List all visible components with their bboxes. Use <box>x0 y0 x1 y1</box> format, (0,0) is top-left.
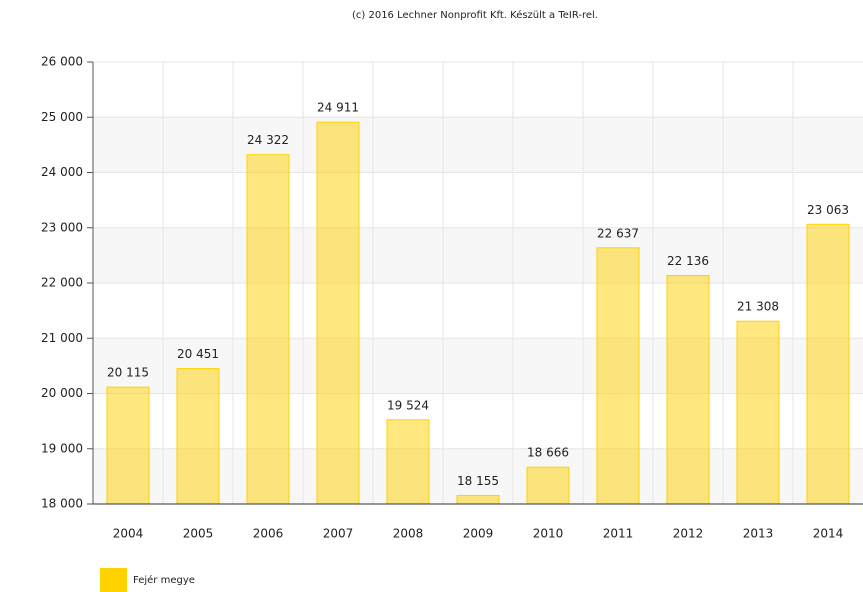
grid-band <box>93 117 863 173</box>
x-tick-label: 2012 <box>673 527 704 541</box>
data-label: 18 155 <box>457 474 499 488</box>
bar <box>806 223 850 505</box>
data-label: 19 524 <box>387 398 429 412</box>
bar <box>176 368 220 505</box>
data-label: 18 666 <box>527 446 569 460</box>
grid-band <box>93 227 863 283</box>
bar <box>246 154 290 505</box>
x-tick-label: 2005 <box>183 527 214 541</box>
grid-band <box>93 338 863 394</box>
y-tick-label: 25 000 <box>41 110 83 124</box>
x-tick-label: 2010 <box>533 527 564 541</box>
y-tick-label: 20 000 <box>41 386 83 400</box>
data-label: 21 308 <box>737 300 779 314</box>
x-tick-label: 2013 <box>743 527 774 541</box>
bar <box>596 247 640 505</box>
y-tick-label: 24 000 <box>41 165 83 179</box>
y-tick-label: 21 000 <box>41 331 83 345</box>
data-label: 20 451 <box>177 347 219 361</box>
bar <box>666 274 710 505</box>
legend-swatch <box>100 568 127 592</box>
legend-label: Fejér megye <box>133 574 195 586</box>
x-tick-label: 2009 <box>463 527 494 541</box>
bar <box>526 466 570 505</box>
data-label: 24 322 <box>247 133 289 147</box>
y-tick-label: 23 000 <box>41 220 83 234</box>
y-tick-label: 19 000 <box>41 441 83 455</box>
x-tick-label: 2006 <box>253 527 284 541</box>
data-label: 22 136 <box>667 254 709 268</box>
chart-title: (c) 2016 Lechner Nonprofit Kft. Készült … <box>352 9 598 21</box>
bar <box>386 419 430 505</box>
bar <box>736 320 780 505</box>
x-tick-label: 2011 <box>603 527 634 541</box>
data-label: 20 115 <box>107 366 149 380</box>
data-label: 22 637 <box>597 226 639 240</box>
data-label: 24 911 <box>317 101 359 115</box>
bar <box>106 386 150 505</box>
x-tick-label: 2007 <box>323 527 354 541</box>
y-tick-label: 22 000 <box>41 276 83 290</box>
x-tick-label: 2004 <box>113 527 144 541</box>
data-label: 23 063 <box>807 203 849 217</box>
y-tick-label: 26 000 <box>41 55 83 69</box>
x-tick-label: 2008 <box>393 527 424 541</box>
grid-band <box>93 448 863 504</box>
x-tick-label: 2014 <box>813 527 844 541</box>
y-tick-label: 18 000 <box>41 497 83 511</box>
bar <box>316 121 360 505</box>
bar <box>456 494 500 505</box>
